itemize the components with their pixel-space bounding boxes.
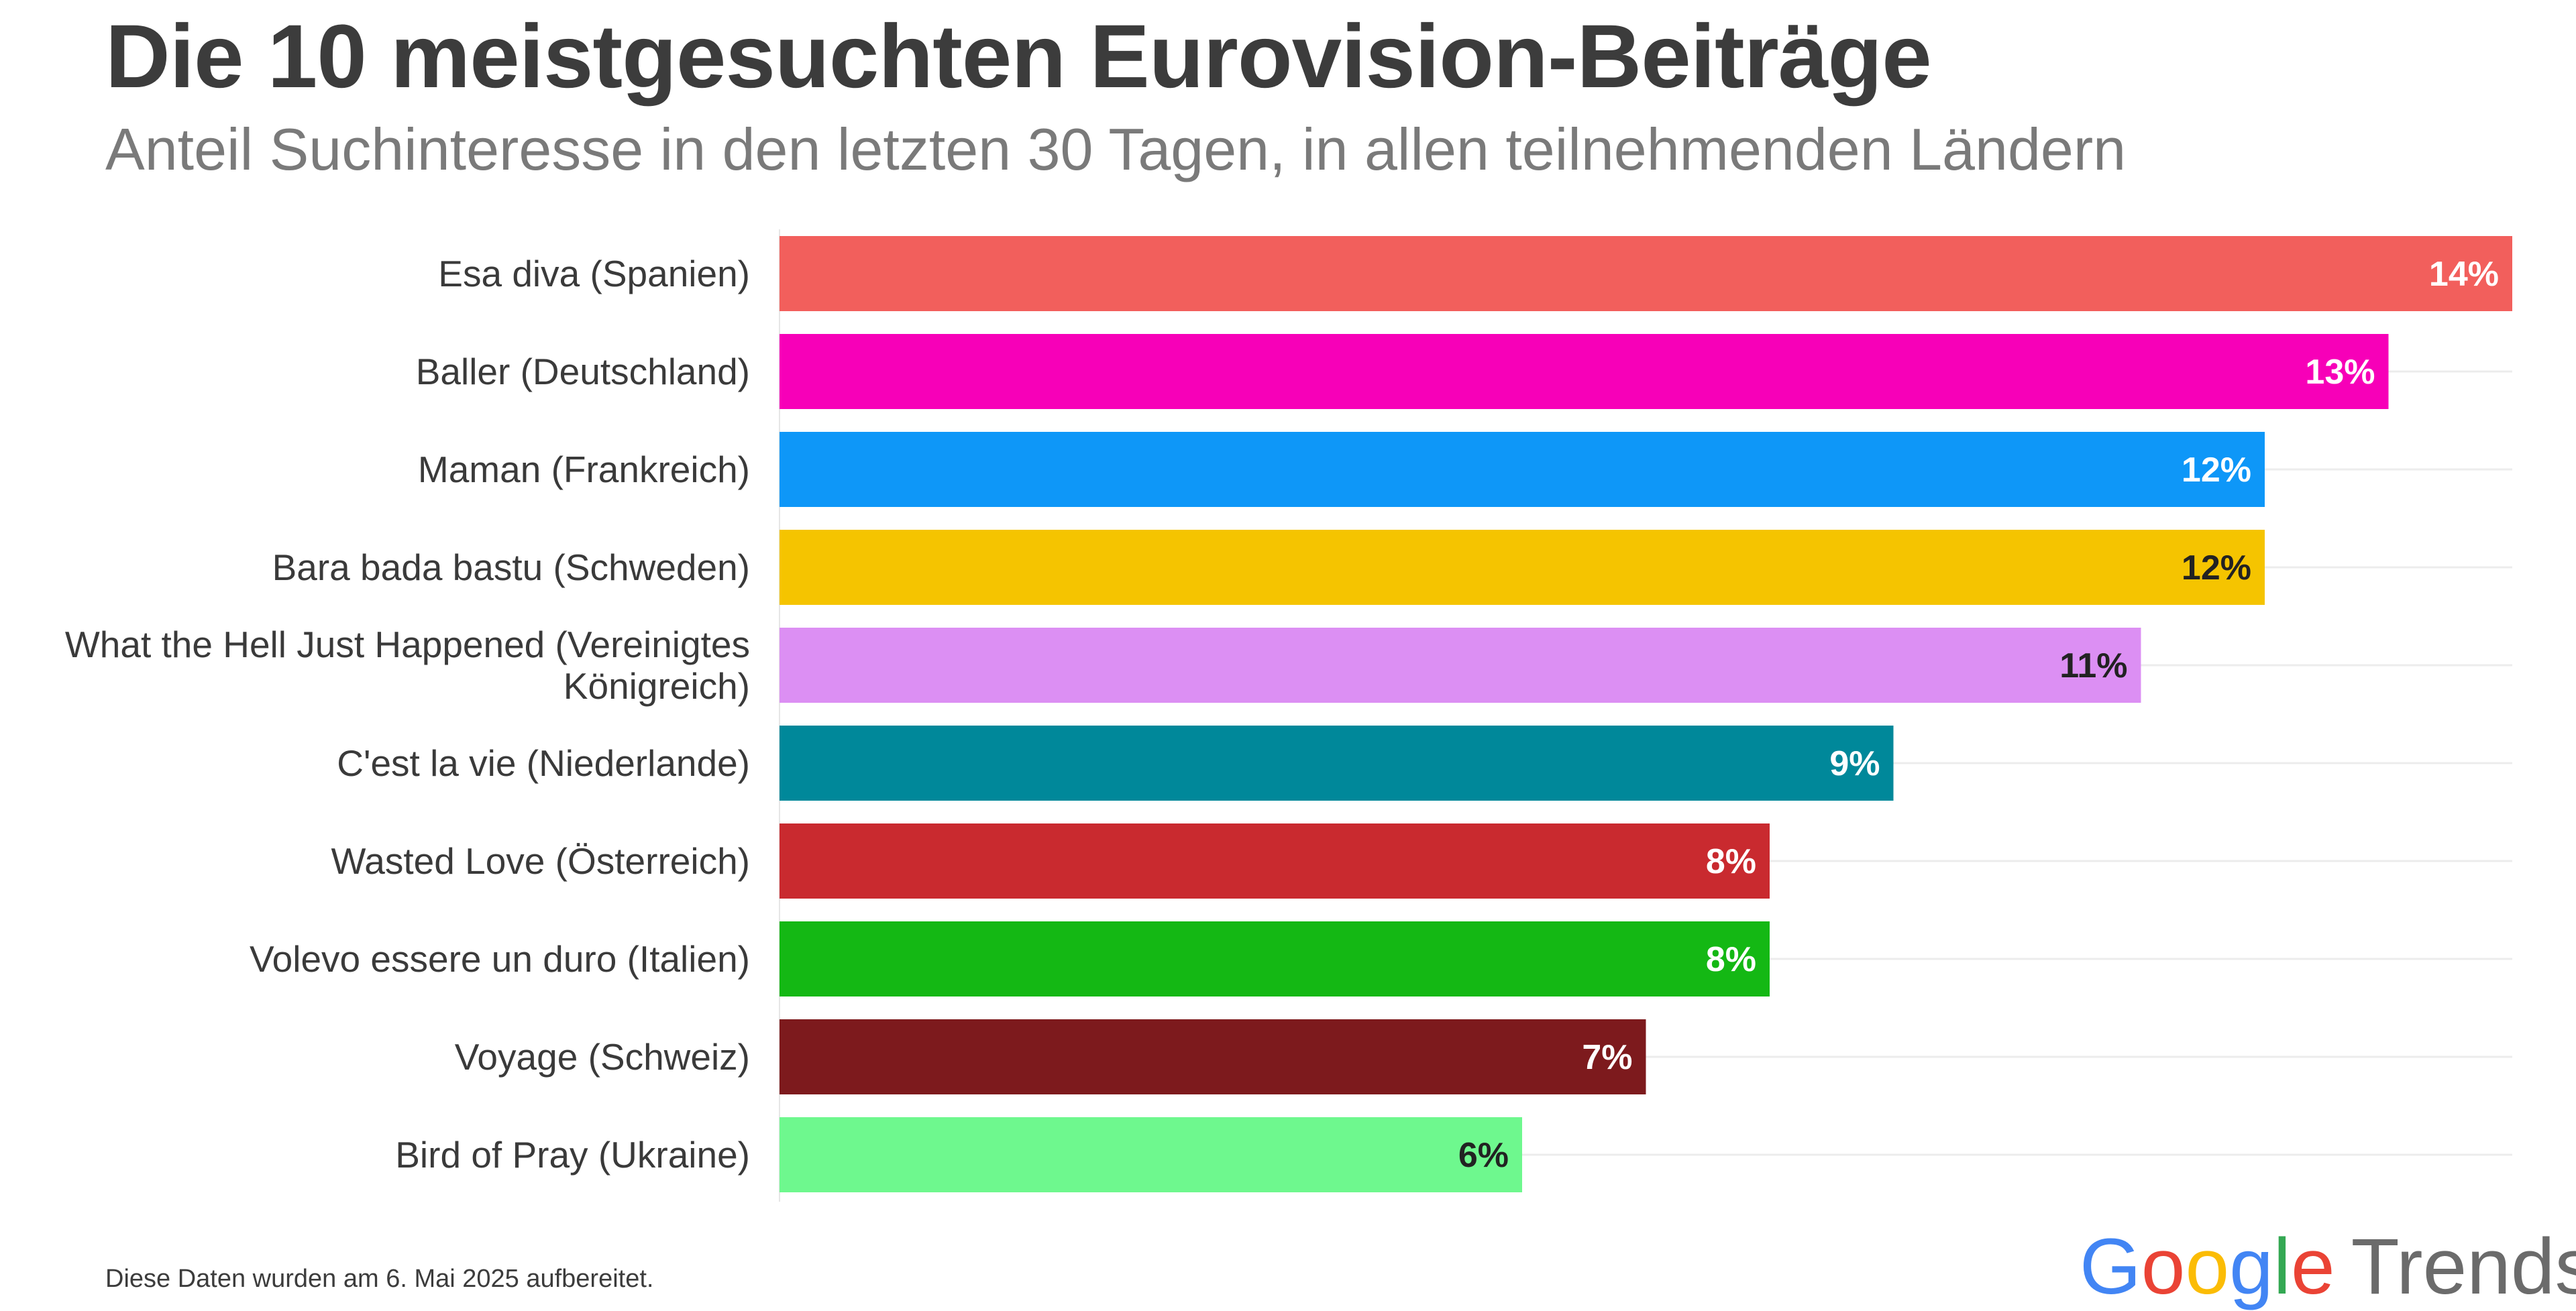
category-label: Volevo essere un duro (Italien) <box>250 938 750 980</box>
data-label: 7% <box>1582 1038 1632 1077</box>
logo-letter: G <box>2080 1222 2141 1311</box>
data-label: 8% <box>1706 940 1756 979</box>
data-label: 9% <box>1829 744 1880 783</box>
data-label: 6% <box>1458 1136 1509 1175</box>
category-label: Bird of Pray (Ukraine) <box>395 1134 750 1176</box>
data-label: 12% <box>2182 451 2251 490</box>
bar <box>780 1117 1522 1192</box>
bars <box>780 236 2512 1192</box>
logo-letter: o <box>2141 1222 2186 1311</box>
category-label: C'est la vie (Niederlande) <box>337 742 750 784</box>
footnote: Diese Daten wurden am 6. Mai 2025 aufber… <box>105 1265 654 1293</box>
bar <box>780 726 1894 801</box>
data-label: 12% <box>2182 549 2251 587</box>
category-labels: Esa diva (Spanien) Baller (Deutschland) Ma… <box>65 253 750 1176</box>
logo-letter: g <box>2229 1222 2273 1311</box>
logo-letter: l <box>2273 1222 2291 1311</box>
bar <box>780 823 1770 899</box>
logo-letter: o <box>2185 1222 2230 1311</box>
data-label: 11% <box>2059 646 2127 685</box>
bar <box>780 1019 1646 1094</box>
chart-title: Die 10 meistgesuchten Eurovision-Beiträg… <box>105 7 1932 107</box>
trends-logo-text: Trends <box>2351 1222 2576 1311</box>
chart-subtitle: Anteil Suchinteresse in den letzten 30 T… <box>105 116 2127 182</box>
bar <box>780 628 2141 703</box>
bar <box>780 432 2265 507</box>
data-label: 8% <box>1706 842 1756 881</box>
data-labels: 14% 13% 12% 12% 11% 9% 8% 8% 7% 6% <box>1458 255 2499 1175</box>
category-label: Wasted Love (Österreich) <box>331 840 750 882</box>
category-label: Maman (Frankreich) <box>418 449 750 490</box>
category-label: What the Hell Just Happened (Vereinigtes <box>65 624 750 665</box>
bar <box>780 334 2389 409</box>
logo-letter: e <box>2290 1222 2335 1311</box>
bar <box>780 921 1770 996</box>
category-label: Voyage (Schweiz) <box>455 1036 750 1078</box>
data-label: 13% <box>2305 353 2375 392</box>
category-label: Baller (Deutschland) <box>416 351 750 392</box>
bar <box>780 236 2512 311</box>
category-label: Esa diva (Spanien) <box>438 253 750 294</box>
google-trends-logo: Google Trends <box>2080 1227 2576 1306</box>
bar <box>780 530 2265 605</box>
google-logo-text: Google <box>2080 1222 2335 1311</box>
data-label: 14% <box>2429 255 2499 294</box>
category-label: Bara bada bastu (Schweden) <box>272 547 750 588</box>
category-label: Königreich) <box>564 665 750 707</box>
